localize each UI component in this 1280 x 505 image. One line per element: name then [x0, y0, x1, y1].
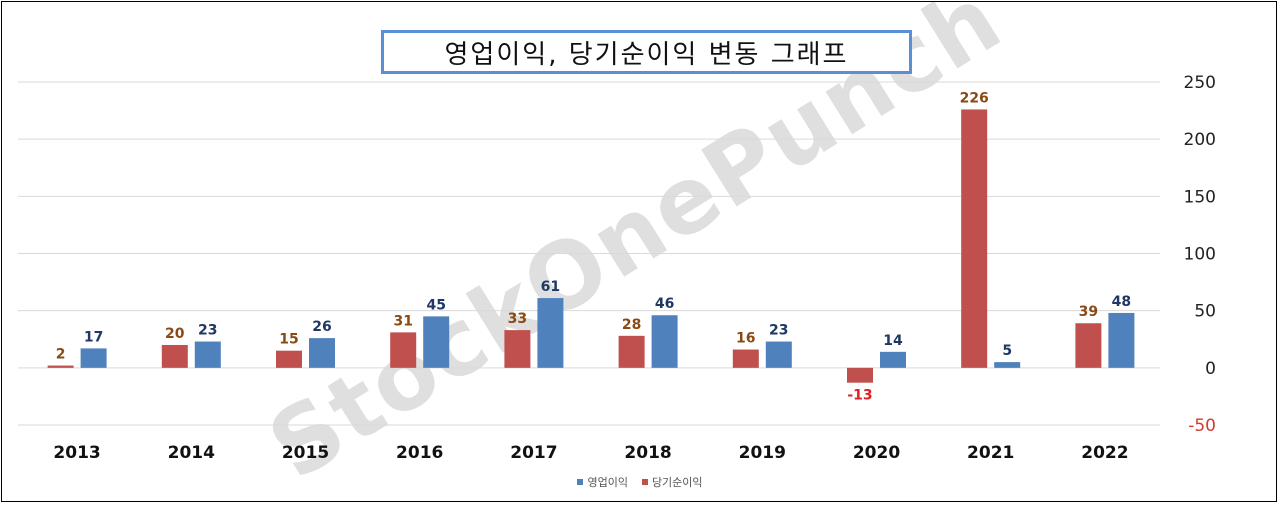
bar-operating-income: [537, 298, 564, 368]
data-label: 15: [279, 332, 298, 348]
data-label: 20: [165, 326, 185, 342]
x-tick-label: 2013: [53, 443, 100, 463]
legend-swatch: [577, 479, 584, 485]
bar-net-income: [390, 332, 417, 368]
legend-label: 영업이익: [587, 476, 628, 489]
x-tick-label: 2018: [624, 443, 671, 463]
bar-net-income: [961, 109, 988, 368]
bar-net-income: [732, 349, 759, 368]
bar-net-income: [618, 335, 645, 368]
bar-operating-income: [1108, 312, 1135, 368]
y-tick-label: 250: [1184, 73, 1216, 93]
bar-net-income: [504, 330, 531, 368]
data-label: 31: [393, 313, 412, 329]
x-tick-label: 2016: [396, 443, 443, 463]
bar-operating-income: [651, 315, 678, 368]
bar-net-income: [47, 365, 74, 368]
y-tick-label: 100: [1184, 245, 1216, 265]
data-label: 23: [198, 323, 217, 339]
bar-operating-income: [80, 348, 107, 368]
x-tick-label: 2020: [853, 443, 900, 463]
bar-operating-income: [765, 341, 792, 368]
data-label: 2: [56, 347, 66, 363]
data-label: -13: [847, 388, 872, 404]
y-tick-label: 50: [1194, 302, 1216, 322]
data-label: 14: [883, 333, 903, 349]
data-label: 28: [622, 317, 641, 333]
x-tick-label: 2014: [168, 443, 215, 463]
bar-operating-income: [423, 316, 450, 368]
legend-item: 영업이익: [577, 474, 628, 490]
x-tick-label: 2015: [282, 443, 329, 463]
data-label: 226: [960, 90, 989, 106]
bar-operating-income: [880, 351, 906, 368]
bar-net-income: [276, 350, 302, 368]
x-tick-label: 2017: [510, 443, 557, 463]
x-tick-label: 2021: [967, 443, 1014, 463]
legend-swatch: [641, 479, 648, 485]
x-tick-label: 2022: [1081, 443, 1128, 463]
y-tick-label: 150: [1184, 187, 1216, 207]
y-tick-label: -50: [1188, 416, 1216, 436]
bar-net-income: [161, 344, 188, 368]
data-label: 17: [84, 329, 103, 345]
data-label: 23: [769, 323, 788, 339]
data-label: 45: [426, 297, 445, 313]
bar-operating-income: [994, 362, 1021, 368]
y-tick-label: 200: [1184, 130, 1216, 150]
data-label: 39: [1079, 304, 1098, 320]
bar-operating-income: [194, 341, 221, 368]
legend-label: 당기순이익: [651, 476, 703, 489]
bar-net-income: [1075, 323, 1102, 368]
data-label: 33: [508, 311, 527, 327]
legend-item: 당기순이익: [641, 474, 703, 490]
x-tick-label: 2019: [739, 443, 786, 463]
y-tick-label: 0: [1205, 359, 1216, 379]
bar-net-income: [847, 367, 873, 383]
chart-legend: 영업이익 당기순이익: [0, 474, 1280, 490]
data-label: 26: [312, 319, 331, 335]
data-label: 16: [736, 331, 755, 347]
chart-title: 영업이익, 당기순이익 변동 그래프: [381, 30, 912, 74]
data-label: 61: [541, 279, 560, 295]
data-label: 5: [1002, 343, 1012, 359]
data-label: 48: [1112, 294, 1131, 310]
bar-operating-income: [309, 338, 335, 368]
data-label: 46: [655, 296, 674, 312]
